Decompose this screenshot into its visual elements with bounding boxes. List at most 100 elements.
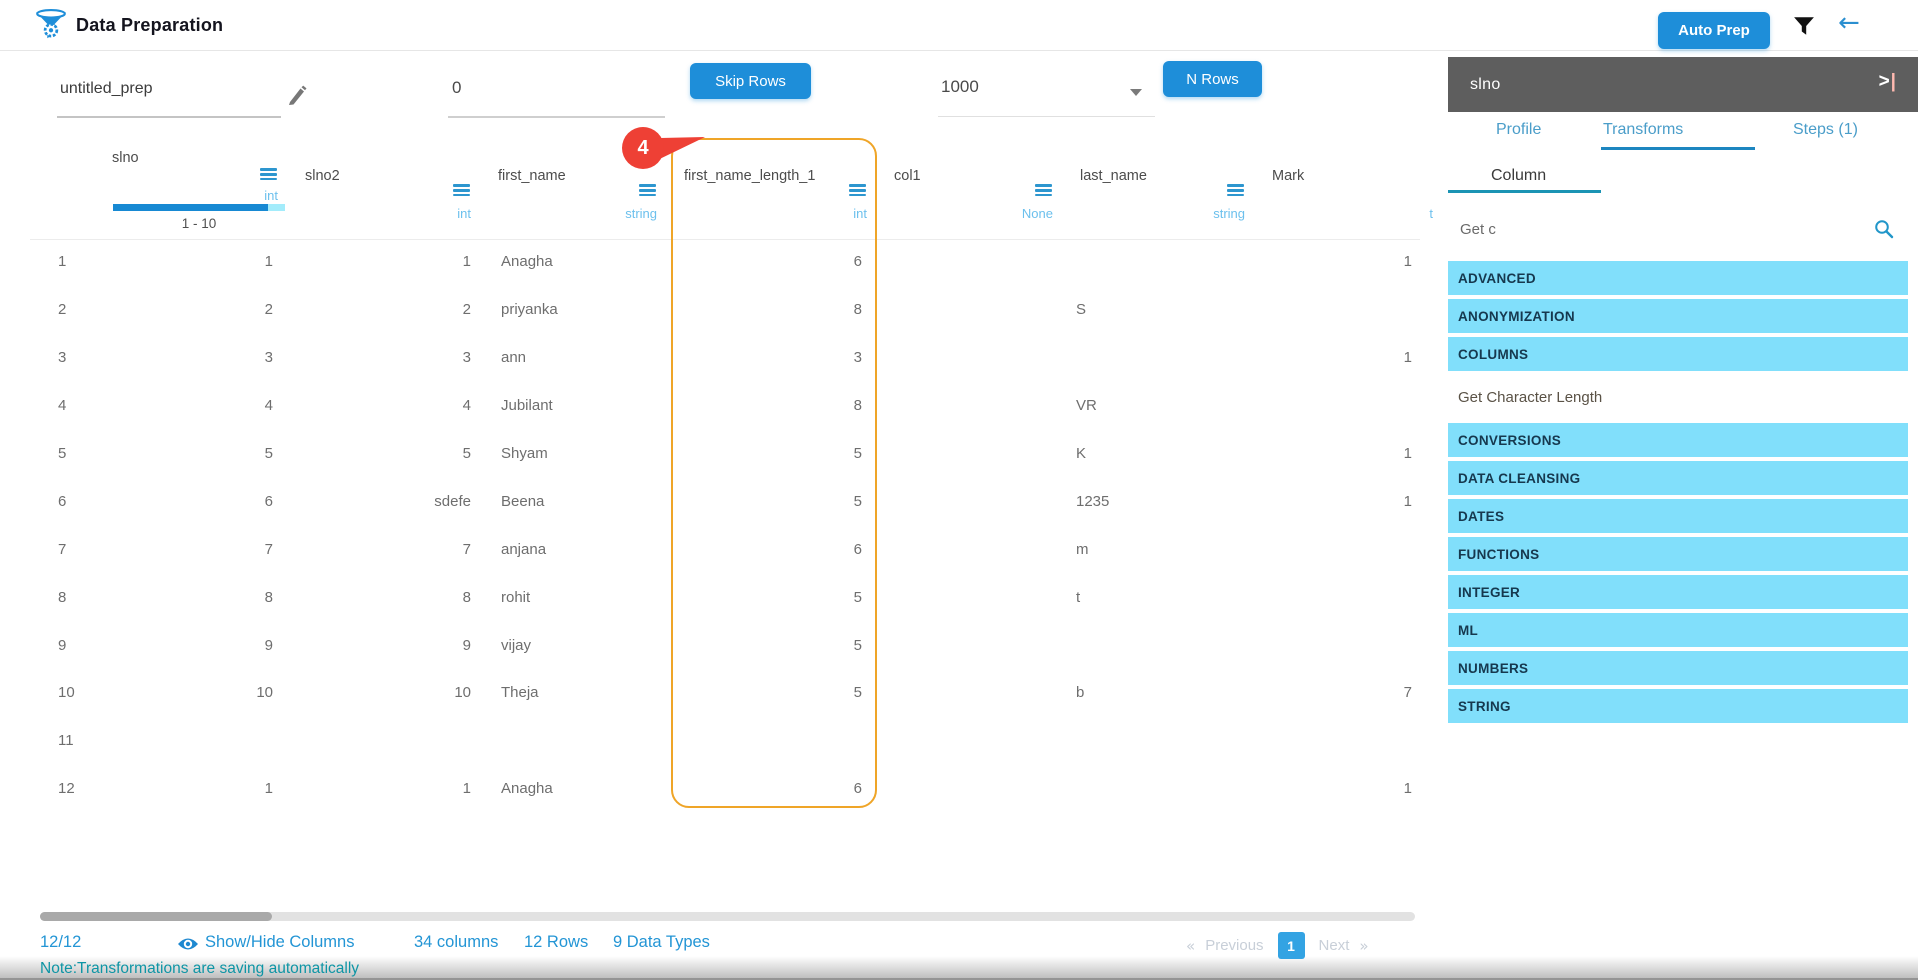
- cell-col1: [882, 765, 1068, 813]
- category-functions[interactable]: FUNCTIONS: [1448, 537, 1908, 571]
- row-number: 5: [58, 445, 67, 462]
- cell-col1: [882, 430, 1068, 478]
- category-advanced[interactable]: ADVANCED: [1448, 261, 1908, 295]
- category-numbers[interactable]: NUMBERS: [1448, 651, 1908, 685]
- cell-slno2: 2: [462, 301, 471, 319]
- transform-search-input[interactable]: Get c: [1460, 221, 1496, 238]
- category-columns[interactable]: COLUMNS: [1448, 337, 1908, 371]
- range-filter-slider[interactable]: [113, 204, 285, 211]
- auto-prep-button[interactable]: Auto Prep: [1658, 12, 1770, 49]
- cell-first_name_length_1: 6: [853, 253, 862, 271]
- table-row: 8 8 8 rohit 5 t: [0, 573, 1448, 621]
- search-icon[interactable]: [1874, 219, 1894, 239]
- columns-count: 34 columns: [414, 933, 499, 951]
- cell-Mark: [1260, 621, 1448, 669]
- cell-slno2: sdefe: [434, 492, 471, 510]
- cell-slno2: 7: [462, 540, 471, 558]
- table-row: 12 1 1 Anagha 6 1: [0, 765, 1448, 813]
- skip-rows-input[interactable]: 0: [452, 78, 462, 97]
- tab-steps[interactable]: Steps (1): [1793, 121, 1858, 138]
- column-menu-icon[interactable]: [1035, 182, 1052, 199]
- row-number: 4: [58, 397, 67, 415]
- table-row: 5 5 5 Shyam 5 K 1: [0, 430, 1448, 478]
- cell-slno2: 10: [454, 684, 471, 702]
- cell-first_name: anjana: [501, 540, 547, 558]
- column-menu-icon[interactable]: [849, 182, 866, 199]
- row-number: 7: [58, 540, 67, 558]
- cell-first_name: Anagha: [501, 780, 553, 798]
- cell-first_name: [486, 717, 672, 765]
- column-menu-icon[interactable]: [639, 182, 656, 199]
- eye-icon[interactable]: [177, 936, 199, 952]
- cell-last_name: [1068, 334, 1260, 382]
- cell-slno2: 1: [462, 253, 471, 271]
- range-filter-slider-fill: [113, 204, 268, 211]
- next-button[interactable]: Next: [1318, 937, 1350, 954]
- category-anonymization[interactable]: ANONYMIZATION: [1448, 299, 1908, 333]
- edit-pencil-icon[interactable]: [286, 84, 308, 106]
- cell-last_name: m: [1076, 540, 1089, 558]
- column-menu-icon[interactable]: [260, 166, 277, 183]
- autosave-note: Note:Transformations are saving automati…: [40, 960, 360, 977]
- cell-last_name: K: [1076, 445, 1087, 462]
- back-arrow-icon[interactable]: ←: [1838, 8, 1860, 38]
- column-name: slno2: [305, 168, 340, 184]
- tab-profile[interactable]: Profile: [1496, 121, 1542, 138]
- filter-icon[interactable]: [1793, 16, 1815, 36]
- column-type-label: int: [457, 206, 471, 221]
- current-page-button[interactable]: 1: [1277, 932, 1305, 959]
- cell-Mark: 7: [1403, 684, 1412, 702]
- transform-item-get-character-length[interactable]: Get Character Length: [1448, 375, 1908, 419]
- table-row: 3 3 3 ann 3 1: [0, 334, 1448, 382]
- cell-col1: [882, 477, 1068, 525]
- cell-slno2: 9: [462, 636, 471, 654]
- column-name: first_name: [498, 168, 566, 184]
- horizontal-scrollbar-track[interactable]: [40, 912, 1415, 921]
- column-type-label: t: [1429, 206, 1433, 221]
- cell-col1: [882, 621, 1068, 669]
- row-number: 1: [58, 253, 67, 271]
- row-number: 6: [58, 492, 67, 510]
- category-ml[interactable]: ML: [1448, 613, 1908, 647]
- skip-rows-button[interactable]: Skip Rows: [690, 63, 811, 99]
- category-dates[interactable]: DATES: [1448, 499, 1908, 533]
- cell-Mark: [1260, 717, 1448, 765]
- tab-transforms[interactable]: Transforms: [1603, 121, 1684, 138]
- column-header-col1: col1 None: [882, 120, 1068, 240]
- n-rows-button[interactable]: N Rows: [1163, 61, 1262, 97]
- column-menu-icon[interactable]: [453, 182, 470, 199]
- show-hide-columns-link[interactable]: Show/Hide Columns: [205, 933, 355, 951]
- row-number: 8: [58, 588, 67, 606]
- skip-rows-underline: [448, 116, 665, 118]
- category-data-cleansing[interactable]: DATA CLEANSING: [1448, 461, 1908, 495]
- cell-Mark: [1260, 286, 1448, 334]
- previous-button[interactable]: Previous: [1205, 937, 1264, 954]
- column-name: last_name: [1080, 168, 1147, 184]
- rows-shown-indicator: 12/12: [40, 933, 82, 951]
- dropdown-caret-icon[interactable]: [1130, 89, 1142, 96]
- tab-column[interactable]: Column: [1491, 167, 1547, 184]
- column-menu-icon[interactable]: [1227, 182, 1244, 199]
- category-conversions[interactable]: CONVERSIONS: [1448, 423, 1908, 457]
- cell-first_name_length_1: [672, 717, 882, 765]
- row-number: 2: [58, 301, 67, 319]
- category-string[interactable]: STRING: [1448, 689, 1908, 723]
- column-header-last_name: last_name string: [1068, 120, 1260, 240]
- cell-last_name: [1068, 717, 1260, 765]
- category-integer[interactable]: INTEGER: [1448, 575, 1908, 609]
- cell-slno: 3: [264, 349, 273, 367]
- horizontal-scrollbar-thumb[interactable]: [40, 912, 272, 921]
- next-arrow-icon[interactable]: »: [1359, 936, 1369, 955]
- column-name: col1: [894, 168, 921, 184]
- cell-last_name: [1068, 238, 1260, 286]
- n-rows-select[interactable]: 1000: [941, 77, 979, 96]
- cell-slno2: 5: [462, 445, 471, 462]
- table-row: 4 4 4 Jubilant 8 VR: [0, 382, 1448, 430]
- cell-last_name: 1235: [1076, 492, 1110, 510]
- column-header-first_name: first_name string: [486, 120, 672, 240]
- previous-arrow-icon[interactable]: «: [1186, 936, 1196, 955]
- collapse-panel-icon[interactable]: >|: [1878, 71, 1896, 92]
- cell-slno: 9: [264, 636, 273, 654]
- grid-body: 1 1 1 Anagha 6 1 2 2 2 priyanka 8 S 3 3 3 ann 3 1 4 4 4 Jubil…: [0, 238, 1448, 813]
- prep-name-input[interactable]: untitled_prep: [60, 80, 153, 97]
